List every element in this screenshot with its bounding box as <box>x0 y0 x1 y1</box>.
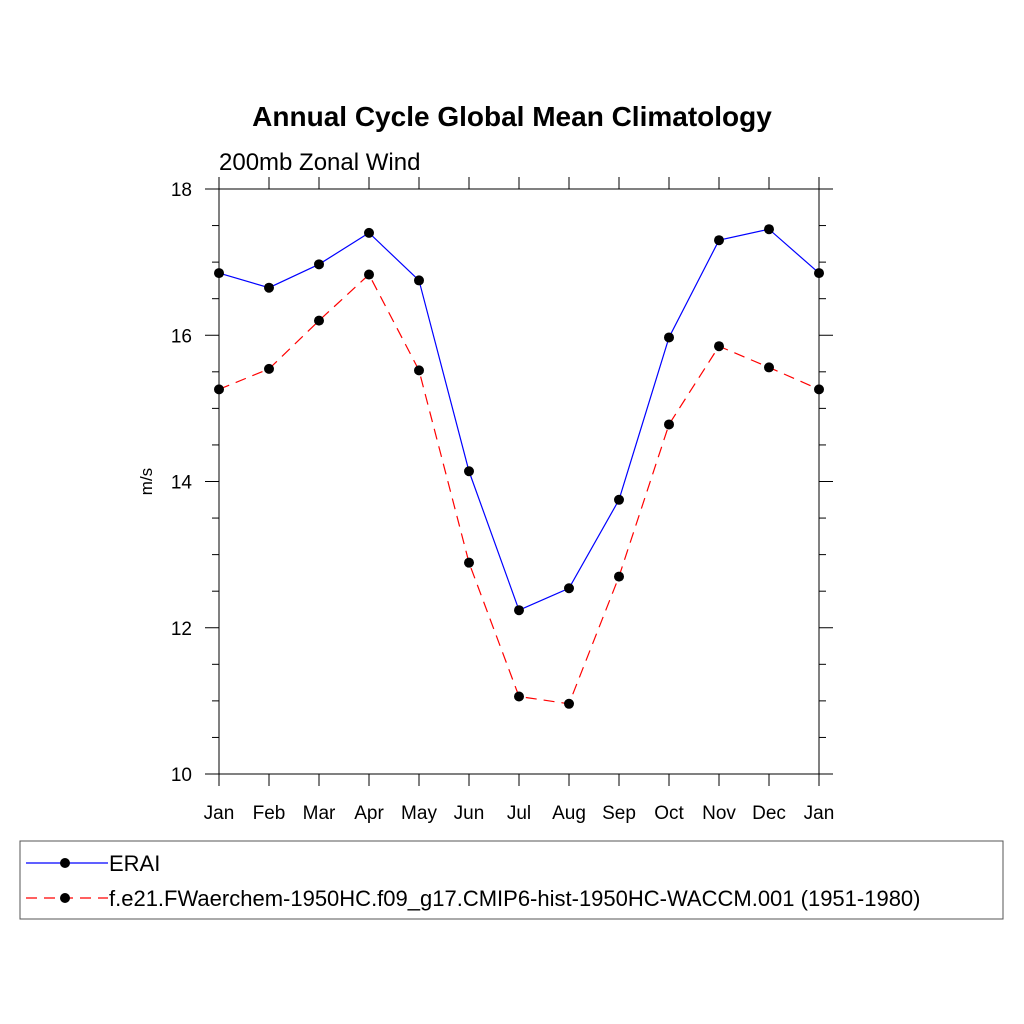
series-1-point <box>564 583 574 594</box>
chart-subtitle: 200mb Zonal Wind <box>219 149 420 176</box>
legend-marker-1 <box>60 858 70 868</box>
series-2-point <box>664 419 674 430</box>
plot-series <box>214 224 824 709</box>
axis-ticks <box>205 177 833 786</box>
series-line-1 <box>218 228 820 612</box>
tick-labels: Jan Feb Mar Apr May Jun Jul Aug Sep Oct Nov Dec Jan 1… <box>171 180 834 824</box>
series-1-point <box>714 235 724 246</box>
x-tick-label: Jul <box>507 803 531 824</box>
series-2-point <box>564 698 574 709</box>
legend-label-2: f.e21.FWaerchem-1950HC.f09_g17.CMIP6-his… <box>109 886 921 911</box>
series-1-point <box>664 332 674 343</box>
series-2-point <box>414 365 424 376</box>
series-2-point <box>714 341 724 352</box>
x-tick-label: Mar <box>303 803 336 824</box>
legend-marker-2 <box>60 893 70 903</box>
plot-frame <box>218 188 820 775</box>
series-2-point <box>364 269 374 280</box>
x-tick-label: May <box>401 803 437 824</box>
series-line-2 <box>218 273 820 705</box>
legend-box <box>19 840 1004 920</box>
x-tick-label: Nov <box>702 803 736 824</box>
series-1-point <box>764 224 774 235</box>
series-1-point <box>364 227 374 238</box>
x-tick-label: Apr <box>354 803 384 824</box>
y-tick-label: 18 <box>171 180 192 201</box>
y-tick-label: 10 <box>171 765 192 786</box>
y-tick-label: 14 <box>171 473 193 494</box>
series-1-point <box>414 275 424 286</box>
series-1-point <box>314 259 324 270</box>
legend-label-1: ERAI <box>109 851 160 876</box>
series-1-point <box>264 282 274 293</box>
x-tick-label: Feb <box>253 803 286 824</box>
series-2-point <box>514 691 524 702</box>
x-tick-label: Dec <box>752 803 786 824</box>
series-1-point <box>464 466 474 477</box>
series-2-point <box>764 362 774 373</box>
y-tick-label: 12 <box>171 619 192 640</box>
x-tick-label: Jan <box>804 803 835 824</box>
legend: ERAI f.e21.FWaerchem-1950HC.f09_g17.CMIP6… <box>19 840 1004 920</box>
x-tick-label: Aug <box>552 803 586 824</box>
series-1-point <box>514 605 524 616</box>
series-2-point <box>264 363 274 374</box>
x-tick-label: Oct <box>654 803 684 824</box>
series-2-point <box>464 557 474 568</box>
x-tick-label: Jan <box>204 803 235 824</box>
chart-title: Annual Cycle Global Mean Climatology <box>252 101 772 132</box>
x-tick-label: Jun <box>454 803 485 824</box>
x-tick-label: Sep <box>602 803 636 824</box>
series-2-point <box>314 315 324 326</box>
y-axis-label: m/s <box>137 468 156 495</box>
series-2-point <box>614 571 624 582</box>
y-tick-label: 16 <box>171 326 192 347</box>
series-1-point <box>614 494 624 505</box>
